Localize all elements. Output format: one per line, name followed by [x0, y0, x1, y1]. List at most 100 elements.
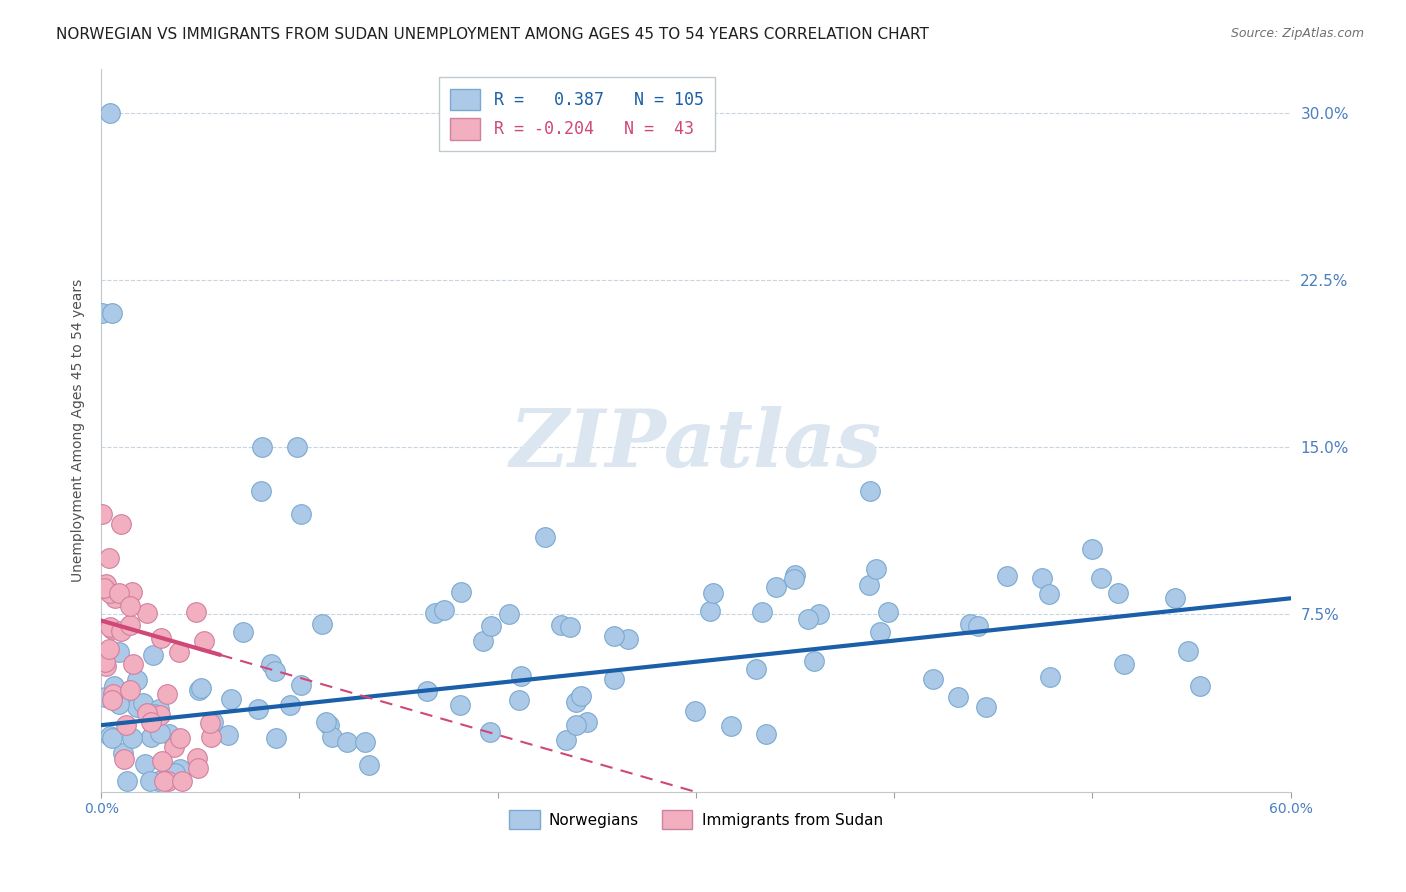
Norwegians [219, 692, 242, 706]
Norwegians [510, 669, 533, 683]
Norwegians [1031, 571, 1053, 585]
Norwegians [479, 725, 502, 739]
Norwegians [755, 727, 778, 741]
Norwegians [148, 702, 170, 716]
Norwegians [132, 696, 155, 710]
Norwegians [121, 731, 143, 745]
Immigrants from Sudan [98, 551, 121, 566]
Norwegians [765, 580, 787, 594]
Norwegians [134, 757, 156, 772]
Norwegians [808, 607, 831, 621]
Immigrants from Sudan [101, 622, 124, 636]
Immigrants from Sudan [98, 586, 121, 600]
Norwegians [797, 612, 820, 626]
Norwegians [264, 664, 287, 678]
Immigrants from Sudan [122, 657, 145, 671]
Norwegians [285, 440, 308, 454]
Norwegians [959, 617, 981, 632]
Norwegians [751, 605, 773, 619]
Norwegians [100, 106, 122, 120]
Norwegians [101, 306, 124, 320]
Norwegians [702, 585, 724, 599]
Norwegians [533, 530, 555, 544]
Norwegians [247, 702, 270, 716]
Immigrants from Sudan [103, 591, 125, 605]
Norwegians [187, 682, 209, 697]
Text: NORWEGIAN VS IMMIGRANTS FROM SUDAN UNEMPLOYMENT AMONG AGES 45 TO 54 YEARS CORREL: NORWEGIAN VS IMMIGRANTS FROM SUDAN UNEMP… [56, 27, 929, 42]
Norwegians [783, 568, 806, 582]
Immigrants from Sudan [94, 655, 117, 669]
Immigrants from Sudan [101, 692, 124, 706]
Norwegians [869, 625, 891, 640]
Norwegians [498, 607, 520, 621]
Norwegians [433, 603, 456, 617]
Norwegians [803, 654, 825, 668]
Immigrants from Sudan [172, 773, 194, 788]
Norwegians [107, 697, 129, 711]
Immigrants from Sudan [150, 754, 173, 768]
Norwegians [359, 757, 381, 772]
Norwegians [1107, 586, 1129, 600]
Norwegians [149, 726, 172, 740]
Immigrants from Sudan [186, 605, 208, 619]
Immigrants from Sudan [139, 715, 162, 730]
Norwegians [997, 569, 1019, 583]
Norwegians [616, 632, 638, 647]
Immigrants from Sudan [193, 634, 215, 648]
Norwegians [93, 690, 115, 704]
Norwegians [91, 306, 114, 320]
Immigrants from Sudan [110, 517, 132, 532]
Immigrants from Sudan [200, 730, 222, 744]
Norwegians [1038, 587, 1060, 601]
Norwegians [683, 704, 706, 718]
Immigrants from Sudan [112, 752, 135, 766]
Norwegians [1039, 670, 1062, 684]
Immigrants from Sudan [149, 708, 172, 723]
Immigrants from Sudan [98, 619, 121, 633]
Norwegians [278, 698, 301, 712]
Norwegians [311, 617, 333, 632]
Norwegians [859, 483, 882, 498]
Norwegians [449, 698, 471, 712]
Norwegians [321, 730, 343, 744]
Norwegians [745, 662, 768, 676]
Immigrants from Sudan [169, 731, 191, 745]
Norwegians [565, 695, 588, 709]
Norwegians [115, 773, 138, 788]
Norwegians [1164, 591, 1187, 605]
Immigrants from Sudan [118, 682, 141, 697]
Norwegians [125, 700, 148, 714]
Norwegians [260, 657, 283, 672]
Norwegians [946, 690, 969, 704]
Norwegians [108, 645, 131, 659]
Norwegians [353, 734, 375, 748]
Immigrants from Sudan [135, 706, 157, 720]
Norwegians [157, 727, 180, 741]
Immigrants from Sudan [167, 645, 190, 659]
Immigrants from Sudan [90, 507, 112, 521]
Norwegians [232, 624, 254, 639]
Norwegians [190, 681, 212, 695]
Immigrants from Sudan [156, 687, 179, 701]
Immigrants from Sudan [163, 740, 186, 755]
Norwegians [142, 706, 165, 721]
Norwegians [555, 732, 578, 747]
Norwegians [602, 673, 624, 687]
Norwegians [250, 440, 273, 454]
Immigrants from Sudan [94, 576, 117, 591]
Immigrants from Sudan [98, 641, 121, 656]
Norwegians [125, 673, 148, 687]
Norwegians [163, 765, 186, 780]
Norwegians [100, 729, 122, 743]
Norwegians [967, 619, 990, 633]
Norwegians [1177, 644, 1199, 658]
Y-axis label: Unemployment Among Ages 45 to 54 years: Unemployment Among Ages 45 to 54 years [72, 278, 86, 582]
Norwegians [290, 678, 312, 692]
Immigrants from Sudan [107, 586, 129, 600]
Norwegians [974, 700, 997, 714]
Immigrants from Sudan [149, 632, 172, 646]
Norwegians [720, 719, 742, 733]
Immigrants from Sudan [110, 624, 132, 638]
Immigrants from Sudan [118, 599, 141, 613]
Immigrants from Sudan [157, 773, 180, 788]
